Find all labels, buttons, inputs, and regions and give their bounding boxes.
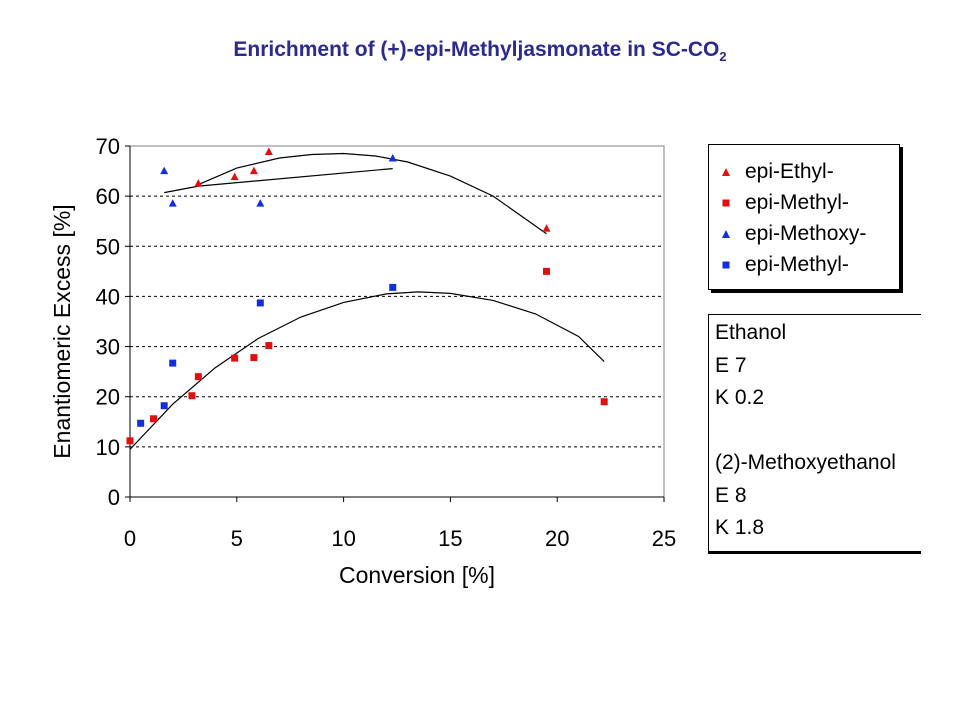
y-tick-label-40: 40 (96, 284, 120, 309)
data-point-s1-2 (230, 172, 239, 181)
note-line-5: (2)-Methoxyethanol (715, 451, 896, 474)
legend-label-4: epi-Methyl- (745, 253, 849, 276)
note-line-1: Ethanol (715, 321, 787, 344)
legend: epi-Ethyl-epi-Methyl-epi-Methoxy-epi-Met… (708, 144, 900, 290)
data-point-s2-3 (188, 392, 196, 400)
x-axis-label: Conversion [%] (339, 562, 495, 588)
chart-title: Enrichment of (+)-epi-Methyljasmonate in… (0, 38, 960, 64)
trend-curve-3 (129, 291, 605, 450)
data-point-s1-4 (264, 147, 273, 156)
legend-item-1: epi-Ethyl- (721, 157, 834, 187)
data-point-s2-8 (543, 267, 551, 275)
data-point-s3-4 (388, 154, 397, 162)
chart-title-text: Enrichment of (+)-epi-Methyljasmonate in… (233, 38, 720, 61)
data-point-s1-3 (249, 166, 258, 175)
legend-item-2: epi-Methyl- (721, 188, 849, 218)
trend-curves (129, 152, 605, 450)
x-tick-label-10: 10 (331, 526, 355, 551)
trend-curve-1 (198, 152, 547, 235)
data-point-s2-9 (600, 398, 608, 406)
legend-label-3: epi-Methoxy- (745, 222, 867, 245)
data-point-s2-5 (231, 354, 239, 362)
x-tick-label-5: 5 (231, 526, 243, 551)
y-tick-label-50: 50 (96, 234, 120, 259)
data-point-s3-1 (160, 166, 169, 175)
y-tick-label-0: 0 (108, 485, 120, 510)
legend-item-3: epi-Methoxy- (721, 219, 866, 249)
note-line-6: E 8 (715, 483, 747, 507)
y-tick-label-70: 70 (96, 134, 120, 159)
data-point-s4-2 (160, 402, 168, 410)
data-point-s1-1 (194, 179, 203, 187)
y-tick-label-30: 30 (96, 335, 120, 360)
note-line-2: E 7 (715, 353, 747, 377)
x-tick-label-25: 25 (652, 526, 676, 551)
data-point-s4-4 (256, 299, 264, 307)
data-point-s2-7 (265, 342, 273, 350)
data-point-s3-2 (168, 199, 177, 207)
data-point-s4-5 (389, 283, 397, 291)
axes: 0 10 20 30 40 50 60 70 0 5 10 15 20 25 (96, 134, 677, 551)
legend-marker-3 (722, 230, 730, 239)
y-axis-label: Enantiomeric Excess [%] (49, 204, 75, 458)
legend-label-1: epi-Ethyl- (745, 160, 834, 183)
y-tick-label-10: 10 (96, 435, 120, 460)
data-points (126, 147, 608, 445)
x-tick-label-15: 15 (438, 526, 462, 551)
note-line-7: K 1.8 (715, 516, 765, 539)
x-tick-label-0: 0 (124, 526, 136, 551)
note-line-3: K 0.2 (715, 386, 765, 409)
gridlines (130, 195, 664, 448)
data-point-s1-5 (542, 224, 551, 232)
legend-marker-1 (722, 168, 730, 177)
x-tick-label-20: 20 (545, 526, 569, 551)
y-tick-label-60: 60 (96, 184, 120, 209)
data-point-s2-1 (126, 437, 134, 445)
legend-label-2: epi-Methyl- (745, 191, 849, 214)
data-point-s4-3 (169, 359, 177, 367)
legend-item-4: epi-Methyl- (721, 250, 849, 280)
solvent-notes: Ethanol E 7 K 0.2 (2)-Methoxyethanol E 8 K 1.… (708, 314, 921, 551)
data-point-s4-1 (137, 419, 145, 427)
data-point-s2-2 (149, 415, 157, 423)
chart-title-subscript: 2 (719, 49, 727, 64)
data-point-s2-6 (250, 354, 258, 362)
legend-marker-4 (722, 261, 730, 269)
y-tick-label-20: 20 (96, 385, 120, 410)
plot-area (129, 145, 665, 498)
data-point-s2-4 (194, 373, 202, 381)
legend-marker-2 (722, 199, 730, 207)
data-point-s3-3 (256, 199, 265, 207)
